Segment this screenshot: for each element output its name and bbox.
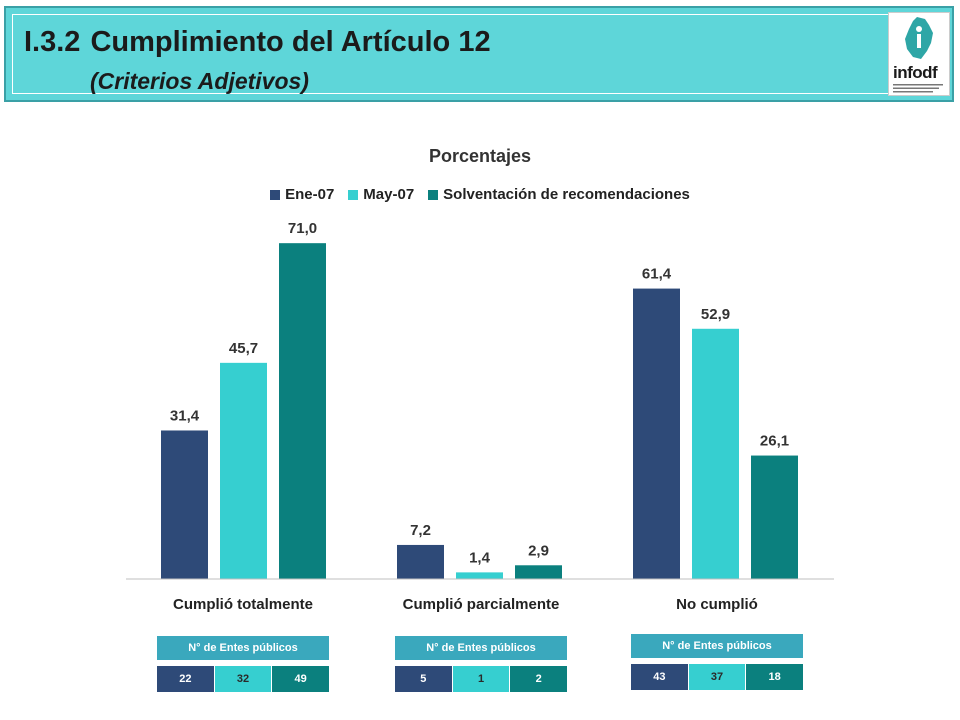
entes-cell-ene07: 43 <box>631 664 689 690</box>
bar-no-cumplio-solventacion-de-recomendaciones <box>751 455 798 579</box>
entes-table-3: N° de Entes públicos 43 37 18 <box>631 634 804 690</box>
data-label-cumplio-totalmente-may-07: 45,7 <box>229 340 258 357</box>
data-label-no-cumplio-may-07: 52,9 <box>701 306 730 323</box>
category-label-cumplio-totalmente: Cumplió totalmente <box>172 596 313 613</box>
data-label-cumplio-parcialmente-solventacion-de-recomendaciones: 2,9 <box>528 542 549 559</box>
bar-no-cumplio-may-07 <box>692 328 739 579</box>
entes-cell-solventacion: 18 <box>746 664 804 690</box>
slide-header: I.3.2 Cumplimiento del Artículo 12 (Crite… <box>4 6 954 102</box>
entes-cell-solventacion: 2 <box>510 666 568 692</box>
data-label-cumplio-parcialmente-may-07: 1,4 <box>469 549 491 566</box>
legend-label-solventacion: Solventación de recomendaciones <box>443 186 690 203</box>
legend-swatch-may07 <box>348 189 359 200</box>
bar-cumplio-parcialmente-solventacion-de-recomendaciones <box>515 565 562 579</box>
entes-header: N° de Entes públicos <box>157 636 329 660</box>
category-label-cumplio-parcialmente: Cumplió parcialmente <box>402 596 560 613</box>
entes-cell-may07: 32 <box>214 666 273 692</box>
legend-swatch-ene07 <box>270 189 281 200</box>
legend-swatch-solventacion <box>428 189 439 200</box>
bar-cumplio-parcialmente-ene-07 <box>397 544 444 579</box>
data-label-cumplio-totalmente-ene-07: 31,4 <box>170 407 200 424</box>
entes-table-1: N° de Entes públicos 22 32 49 <box>157 636 330 692</box>
data-label-cumplio-totalmente-solventacion-de-recomendaciones: 71,0 <box>288 220 317 237</box>
entes-cell-may07: 37 <box>688 664 747 690</box>
infodf-logo: infodf <box>888 12 950 96</box>
data-label-no-cumplio-solventacion-de-recomendaciones: 26,1 <box>760 433 789 450</box>
chart-legend: Ene-07 May-07 Solventación de recomendac… <box>0 186 960 203</box>
slide-subtitle: (Criterios Adjetivos) <box>90 68 309 94</box>
legend-item-ene07: Ene-07 <box>270 186 334 203</box>
entes-header: N° de Entes públicos <box>395 636 567 660</box>
legend-item-solventacion: Solventación de recomendaciones <box>428 186 690 203</box>
legend-label-may07: May-07 <box>363 186 415 203</box>
legend-item-may07: May-07 <box>348 186 414 203</box>
bar-no-cumplio-ene-07 <box>633 288 680 579</box>
entes-row: 5 1 2 <box>395 666 568 692</box>
legend-label-ene07: Ene-07 <box>285 186 335 203</box>
bar-cumplio-parcialmente-may-07 <box>456 572 503 579</box>
data-label-cumplio-parcialmente-ene-07: 7,2 <box>410 522 431 539</box>
bars-group: 31,4 45,7 71,0 7,2 1,4 2,9 61,4 52,9 26,1 <box>161 220 798 580</box>
title-text: Cumplimiento del Artículo 12 <box>90 26 491 58</box>
logo-wordmark: infodf <box>893 63 938 82</box>
entes-cell-may07: 1 <box>452 666 511 692</box>
bar-cumplio-totalmente-solventacion-de-recomendaciones <box>279 243 326 580</box>
logo-caption-lines <box>893 84 943 93</box>
entes-row: 22 32 49 <box>157 666 330 692</box>
slide-title: I.3.2 Cumplimiento del Artículo 12 <box>24 26 491 59</box>
entes-cell-ene07: 22 <box>157 666 215 692</box>
entes-row: 43 37 18 <box>631 664 804 690</box>
data-label-no-cumplio-ene-07: 61,4 <box>642 266 672 283</box>
entes-header: N° de Entes públicos <box>631 634 803 658</box>
bar-cumplio-totalmente-ene-07 <box>161 430 208 579</box>
category-label-no-cumplio: No cumplió <box>676 596 758 613</box>
chart-title: Porcentajes <box>428 146 532 166</box>
section-number: I.3.2 <box>24 26 81 58</box>
logo-map-icon <box>905 17 933 59</box>
entes-cell-ene07: 5 <box>395 666 453 692</box>
bar-cumplio-totalmente-may-07 <box>220 362 267 579</box>
entes-table-2: N° de Entes públicos 5 1 2 <box>395 636 568 692</box>
entes-cell-solventacion: 49 <box>272 666 330 692</box>
